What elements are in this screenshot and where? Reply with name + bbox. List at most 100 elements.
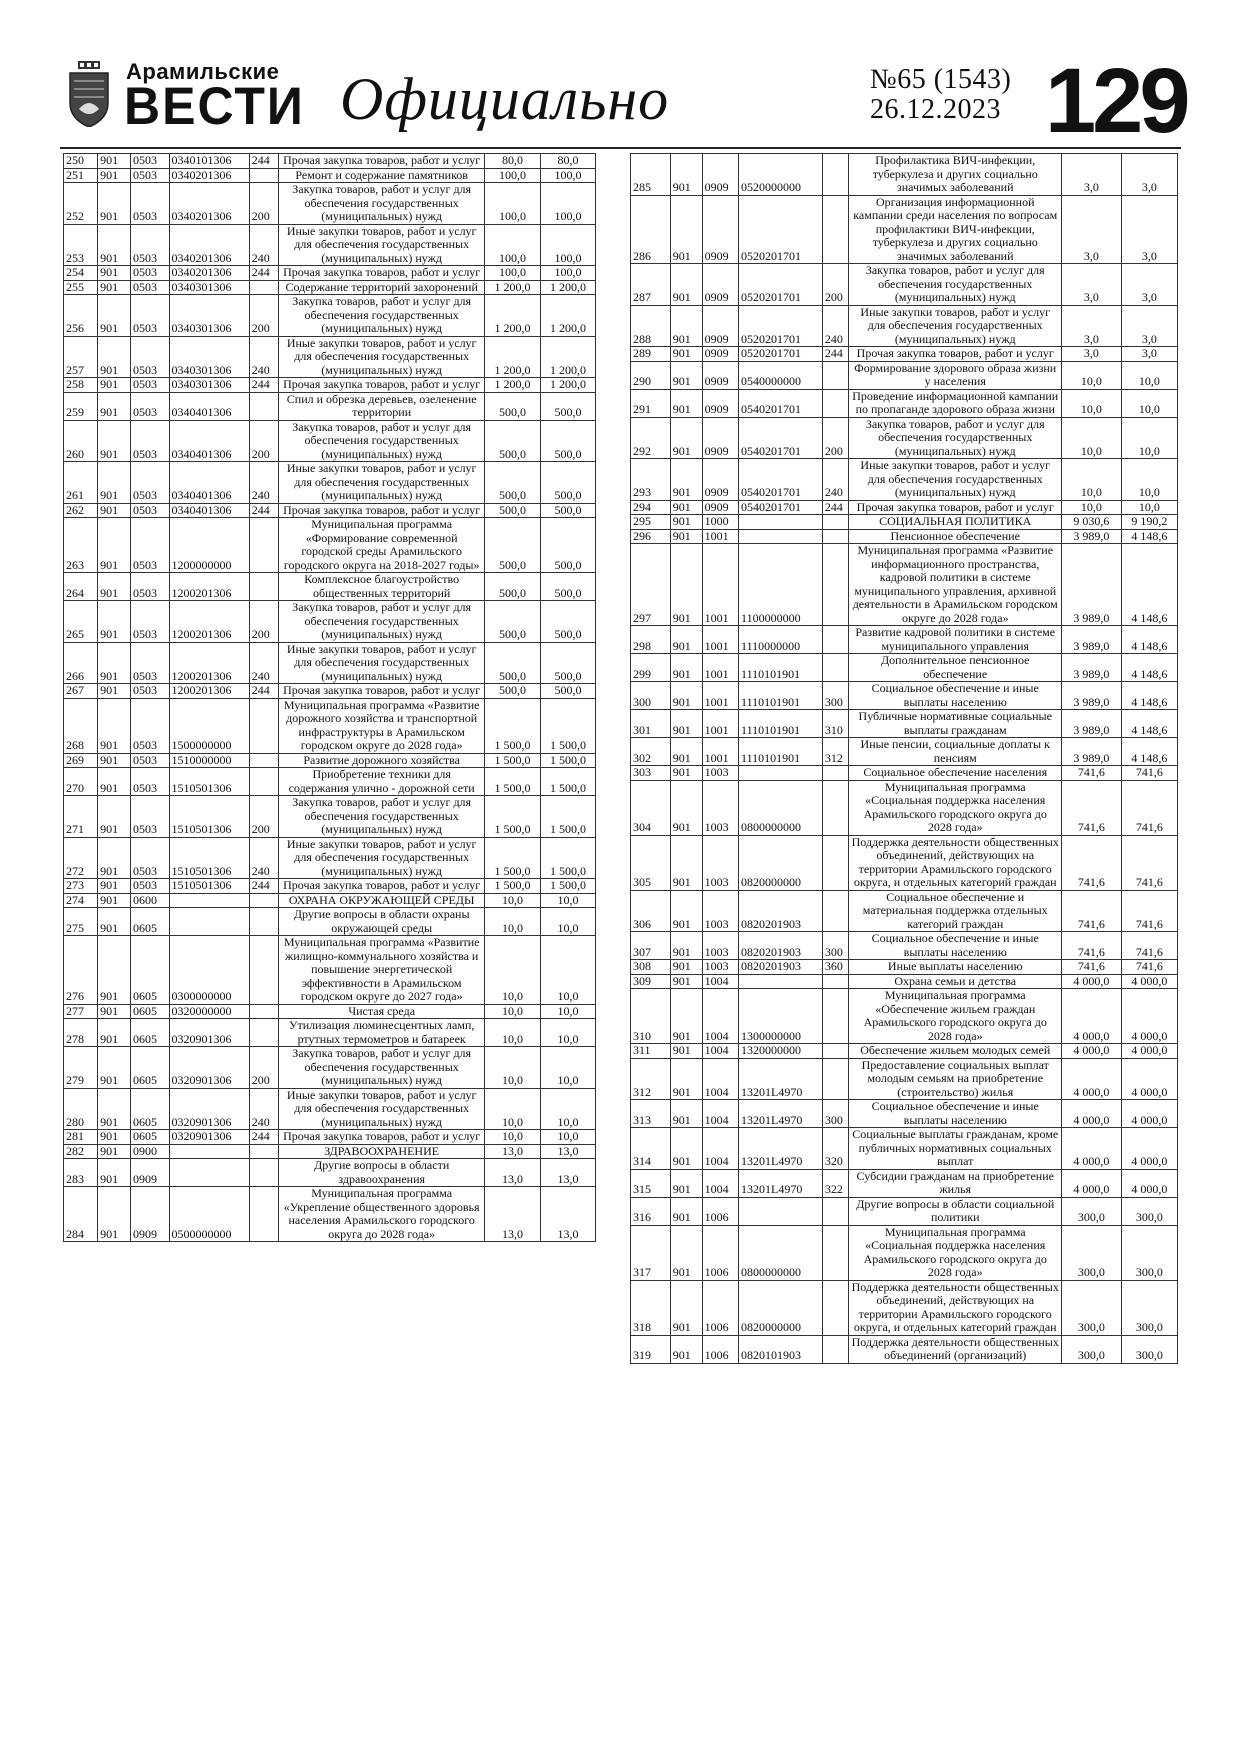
table-row: 259 901 0503 0340401306 Спил и обрезка дерев… [62, 391, 597, 421]
table-row: 254 901 0503 0340201306 244 Прочая закупка то… [62, 265, 597, 281]
amount-2026: 300,0 [1120, 1196, 1179, 1226]
row-description: Закупка товаров, работ и услуг для обесп… [278, 182, 485, 225]
row-number: 284 [62, 1186, 99, 1242]
row-number: 307 [630, 931, 671, 960]
section-code: 1001 [701, 709, 740, 738]
amount-2026: 3,0 [1120, 346, 1179, 362]
row-number: 280 [62, 1087, 99, 1130]
row-number: 259 [62, 391, 99, 421]
newspaper-logo[interactable]: Арамильские ВЕСТИ [60, 55, 303, 135]
section-code: 1006 [701, 1196, 740, 1226]
amount-2026: 13,0 [539, 1143, 597, 1159]
row-description: Предоставление социальных выплат молодым… [848, 1057, 1063, 1100]
budget-code: 901 [97, 572, 132, 601]
section-code: 0503 [130, 167, 170, 183]
expense-type: 200 [248, 795, 280, 838]
budget-code: 901 [97, 1018, 132, 1047]
amount-2025: 10,0 [483, 1129, 541, 1145]
table-row: 310 901 1004 1300000000 Муниципальная програ… [630, 988, 1179, 1044]
row-description: Развитие кадровой политики в системе мун… [848, 625, 1063, 654]
row-description: Прочая закупка товаров, работ и услуг [848, 499, 1063, 515]
amount-2025: 1 500,0 [483, 752, 541, 768]
target-article: 0320901306 [168, 1046, 250, 1089]
target-article: 0340401306 [168, 461, 250, 504]
row-number: 315 [630, 1168, 671, 1198]
row-description: Ремонт и содержание памятников [278, 167, 485, 183]
amount-2025: 741,6 [1061, 834, 1122, 891]
expense-type: 200 [248, 1046, 280, 1089]
row-number: 309 [630, 973, 671, 989]
masthead: Арамильские ВЕСТИ Официально №65 (1543) … [60, 50, 1190, 152]
section-code: 1001 [701, 737, 740, 766]
row-description: Прочая закупка товаров, работ и услуг [278, 377, 485, 393]
table-row: 258 901 0503 0340301306 244 Прочая закупка то… [62, 377, 597, 393]
section-code: 0503 [130, 419, 170, 462]
row-number: 289 [630, 346, 671, 362]
amount-2025: 741,6 [1061, 931, 1122, 960]
amount-2025: 741,6 [1061, 765, 1122, 781]
budget-code: 901 [97, 377, 132, 393]
amount-2025: 1 500,0 [483, 697, 541, 754]
budget-code: 901 [97, 167, 132, 183]
amount-2026: 1 200,0 [539, 294, 597, 337]
expense-type [821, 514, 850, 530]
row-number: 312 [630, 1057, 671, 1100]
row-number: 286 [630, 194, 671, 264]
row-number: 263 [62, 517, 99, 573]
table-row: 296 901 1001 Пенсионное обеспечение 3 989,0 4… [630, 528, 1179, 544]
target-article: 13201L4970 [738, 1099, 823, 1128]
amount-2025: 4 000,0 [1061, 1099, 1122, 1128]
table-row: 299 901 1001 1110101901 Дополнительное пенси… [630, 653, 1179, 682]
section-code: 1004 [701, 1168, 740, 1198]
budget-code: 901 [97, 294, 132, 337]
expense-type [821, 194, 850, 264]
row-number: 308 [630, 959, 671, 975]
amount-2026: 10,0 [539, 1003, 597, 1019]
section-code: 1003 [701, 959, 740, 975]
amount-2025: 4 000,0 [1061, 1057, 1122, 1100]
table-row: 283 901 0909 Другие вопросы в области здрав… [62, 1158, 597, 1187]
table-row: 314 901 1004 13201L4970 320 Социальные выплат… [630, 1127, 1179, 1170]
row-number: 283 [62, 1158, 99, 1187]
table-row: 251 901 0503 0340201306 Ремонт и содержание … [62, 167, 597, 183]
amount-2025: 3,0 [1061, 194, 1122, 264]
logo-line-bottom: ВЕСТИ [124, 76, 305, 136]
expense-type [248, 907, 280, 936]
row-description: Прочая закупка товаров, работ и услуг [278, 265, 485, 281]
row-number: 256 [62, 294, 99, 337]
target-article: 1110101901 [738, 709, 823, 738]
table-row: 262 901 0503 0340401306 244 Прочая закупка то… [62, 502, 597, 518]
expense-type [248, 1186, 280, 1242]
row-number: 254 [62, 265, 99, 281]
expense-type: 244 [248, 153, 280, 169]
row-description: Другие вопросы в области здравоохранения [278, 1158, 485, 1187]
budget-code: 901 [97, 683, 132, 699]
budget-code: 901 [97, 1186, 132, 1242]
amount-2025: 3,0 [1061, 263, 1122, 306]
row-description: Иные пенсии, социальные доплаты к пенсия… [848, 737, 1063, 766]
row-description: Закупка товаров, работ и услуг для обесп… [278, 795, 485, 838]
amount-2026: 300,0 [1120, 1224, 1179, 1281]
budget-code: 901 [97, 767, 132, 796]
section-code: 0503 [130, 279, 170, 295]
row-number: 319 [630, 1334, 671, 1364]
expense-type: 244 [248, 683, 280, 699]
table-row: 265 901 0503 1200201306 200 Закупка товаров, … [62, 600, 597, 643]
budget-table-left-column: 250 901 0503 0340101306 244 Прочая закупка то… [62, 153, 597, 1242]
row-number: 301 [630, 709, 671, 738]
row-description: Профилактика ВИЧ-инфекции, туберкулеза и… [848, 153, 1063, 196]
budget-code: 901 [669, 1043, 703, 1059]
target-article: 1510501306 [168, 878, 250, 894]
target-article: 13201L4970 [738, 1127, 823, 1170]
amount-2025: 10,0 [483, 1003, 541, 1019]
target-article: 0820201903 [738, 889, 823, 932]
table-row: 295 901 1000 СОЦИАЛЬНАЯ ПОЛИТИКА 9 030,6 9 19… [630, 514, 1179, 530]
row-number: 299 [630, 653, 671, 682]
target-article: 1510501306 [168, 795, 250, 838]
row-description: Проведение информационной кампании по пр… [848, 388, 1063, 418]
budget-code: 901 [97, 600, 132, 643]
budget-code: 901 [669, 1334, 703, 1364]
section-code: 0605 [130, 1046, 170, 1089]
row-number: 253 [62, 223, 99, 266]
target-article: 1510501306 [168, 767, 250, 796]
